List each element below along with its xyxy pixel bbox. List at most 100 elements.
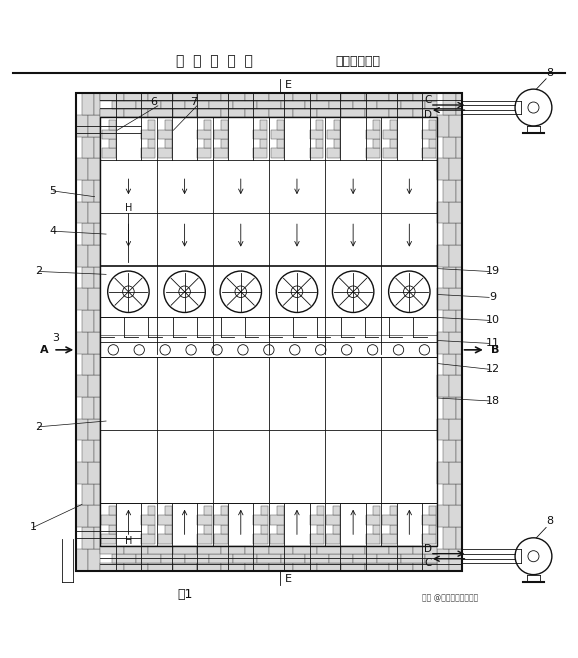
Polygon shape [455,93,462,115]
Polygon shape [88,201,101,223]
Polygon shape [245,546,269,555]
Polygon shape [82,310,94,332]
Polygon shape [366,515,380,525]
Polygon shape [136,101,161,109]
Polygon shape [366,534,380,544]
Polygon shape [455,223,462,245]
Polygon shape [413,546,438,555]
Polygon shape [221,546,245,555]
Polygon shape [310,130,323,139]
Polygon shape [438,332,450,353]
Polygon shape [277,505,284,515]
Polygon shape [443,310,455,332]
Text: D: D [424,110,432,120]
Polygon shape [334,139,340,148]
Polygon shape [76,288,88,310]
Polygon shape [305,555,329,563]
Polygon shape [389,546,413,555]
Polygon shape [204,120,211,130]
Polygon shape [94,397,101,418]
Polygon shape [341,546,365,555]
Text: （撰写示例）: （撰写示例） [335,55,380,68]
Polygon shape [455,266,462,288]
Polygon shape [277,120,284,130]
Polygon shape [76,115,88,137]
Polygon shape [165,139,172,148]
Polygon shape [373,120,380,130]
Polygon shape [214,515,228,525]
Polygon shape [184,555,209,563]
Text: B: B [491,345,500,355]
Polygon shape [82,93,94,115]
Polygon shape [245,109,269,117]
Polygon shape [413,93,438,101]
Polygon shape [438,159,450,180]
Polygon shape [76,505,88,527]
Polygon shape [257,101,281,109]
Text: 9: 9 [490,292,497,303]
Polygon shape [365,109,389,117]
Text: C: C [424,559,432,569]
Polygon shape [334,525,340,534]
Polygon shape [269,109,293,117]
Polygon shape [373,139,380,148]
Polygon shape [158,148,172,157]
Polygon shape [141,515,155,525]
Polygon shape [365,93,389,101]
Polygon shape [455,397,462,418]
Polygon shape [221,120,228,130]
Polygon shape [76,201,88,223]
Polygon shape [443,484,455,505]
Polygon shape [305,101,329,109]
Polygon shape [165,525,172,534]
Polygon shape [260,139,267,148]
Polygon shape [253,534,268,544]
Polygon shape [390,525,397,534]
Polygon shape [94,353,101,375]
Polygon shape [221,139,228,148]
Polygon shape [94,440,101,462]
Polygon shape [281,101,305,109]
Polygon shape [450,332,462,353]
Polygon shape [390,505,397,515]
Polygon shape [443,353,455,375]
Polygon shape [209,555,233,563]
Polygon shape [438,115,450,137]
Polygon shape [245,563,269,570]
Polygon shape [197,515,212,525]
Polygon shape [438,375,450,397]
Polygon shape [450,201,462,223]
Polygon shape [94,310,101,332]
Text: H: H [125,203,132,213]
Polygon shape [149,546,173,555]
Polygon shape [124,109,149,117]
Polygon shape [317,109,341,117]
Polygon shape [310,148,323,157]
Polygon shape [373,525,380,534]
Polygon shape [197,148,211,157]
Polygon shape [94,180,101,201]
Polygon shape [334,505,340,515]
Polygon shape [197,130,211,139]
Polygon shape [197,534,212,544]
Polygon shape [277,525,284,534]
Polygon shape [197,109,221,117]
Polygon shape [293,109,317,117]
Polygon shape [141,148,155,157]
Text: 10: 10 [486,315,500,325]
Polygon shape [269,546,293,555]
Polygon shape [450,418,462,440]
Polygon shape [317,139,323,148]
Polygon shape [422,130,436,139]
Polygon shape [102,534,116,544]
Polygon shape [261,525,268,534]
Polygon shape [102,148,116,157]
Text: D: D [424,544,432,554]
Polygon shape [443,137,455,159]
Polygon shape [443,223,455,245]
Polygon shape [214,534,228,544]
Polygon shape [197,93,221,101]
Polygon shape [109,139,116,148]
Polygon shape [317,525,324,534]
Polygon shape [148,505,155,515]
